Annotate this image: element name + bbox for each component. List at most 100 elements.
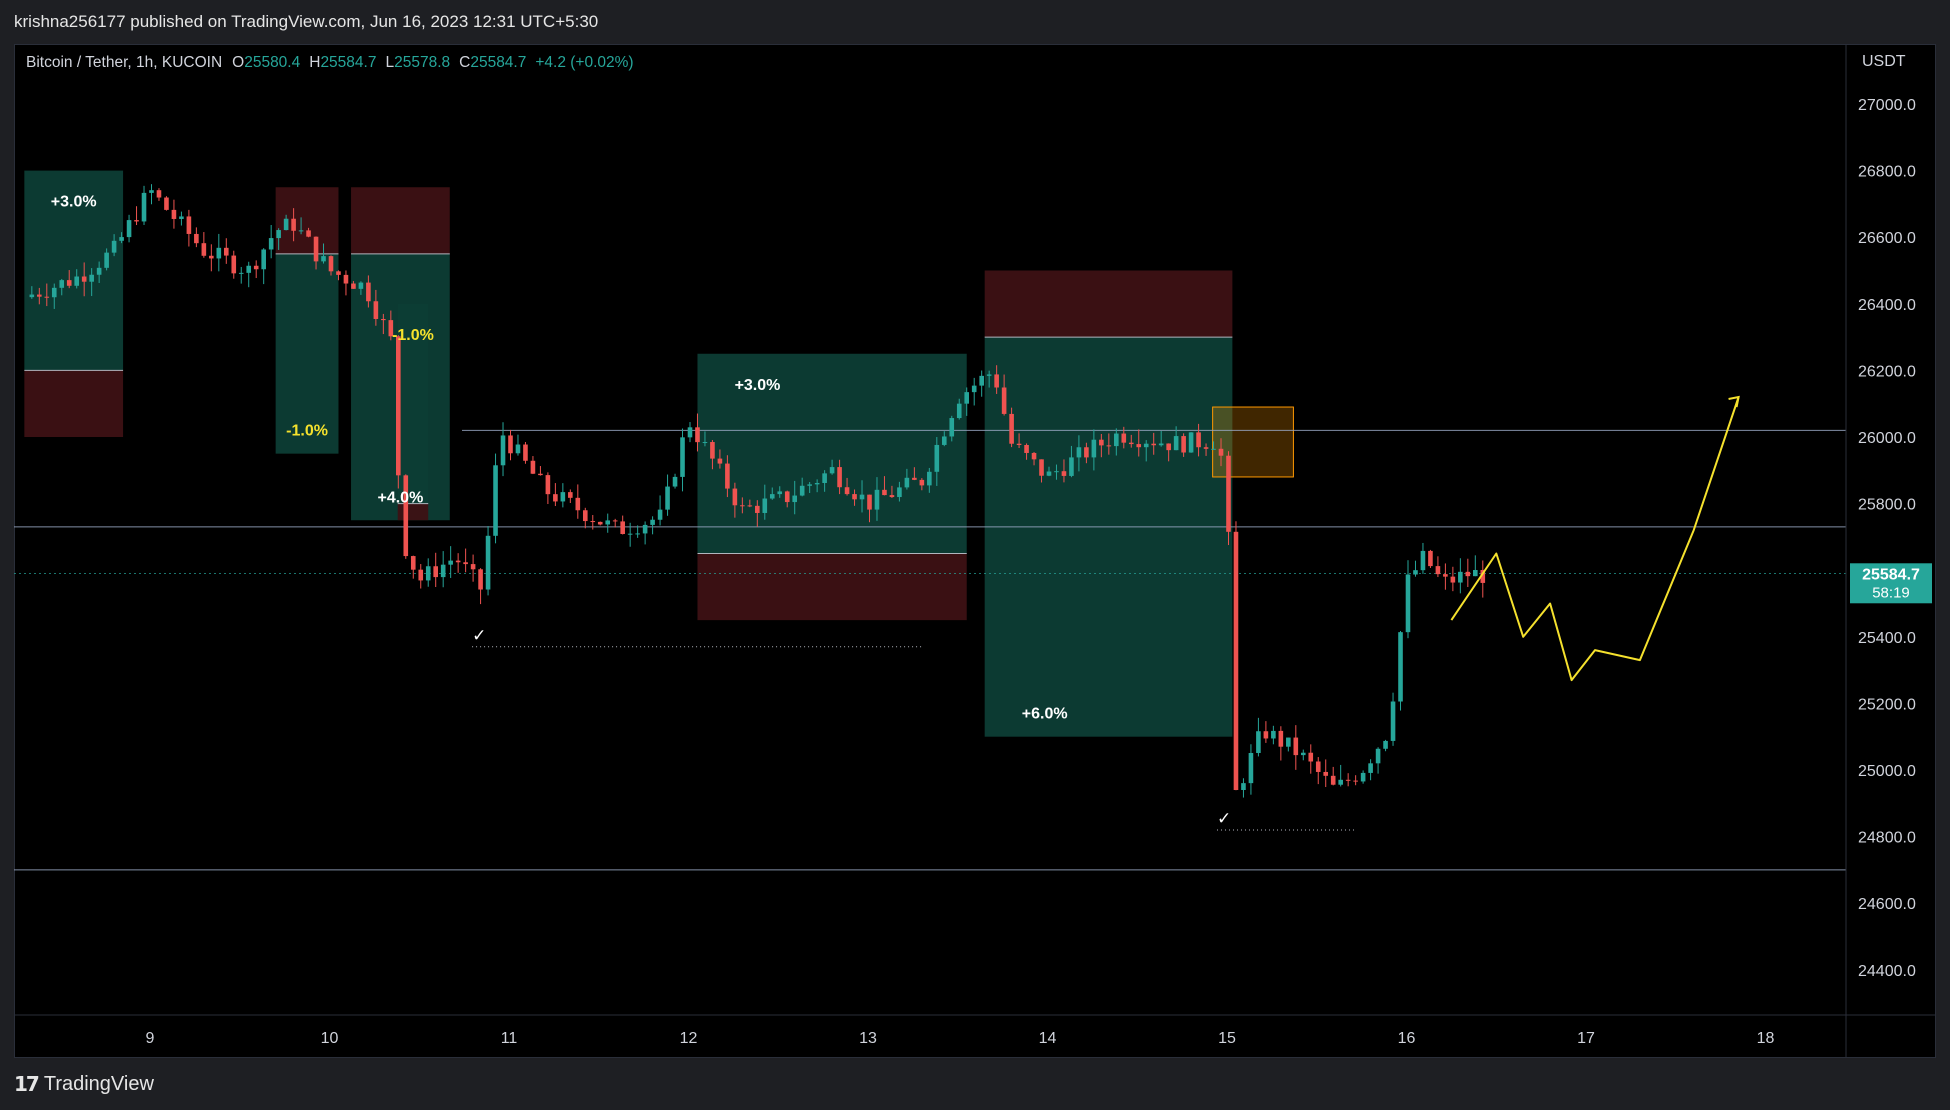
- candle-body: [223, 247, 229, 256]
- candle-body: [986, 374, 992, 376]
- projection-arrowhead: [1728, 395, 1740, 408]
- candle-body: [81, 276, 87, 282]
- candle-body: [964, 392, 970, 404]
- candle-body: [1046, 471, 1052, 476]
- last-price-value: 25584.7: [1862, 566, 1920, 583]
- candle-body: [927, 471, 932, 486]
- candle-body: [1084, 447, 1089, 458]
- legend-low-value: 25578.8: [394, 54, 451, 71]
- candle-body: [366, 282, 371, 302]
- position-zones: [24, 170, 1294, 737]
- candle-body: [912, 477, 917, 480]
- annotations: +3.0% -1.0% +4.0% -1.0% +3.0% +6.0% ✓ ✓: [51, 194, 1740, 831]
- candle-body: [283, 218, 289, 231]
- candle-body: [814, 482, 820, 485]
- candle-body: [575, 497, 581, 511]
- legend-close-label: C: [459, 54, 471, 71]
- candle-body: [941, 436, 947, 445]
- legend-close-value: 25584.7: [470, 54, 527, 71]
- candle-body: [1031, 452, 1037, 460]
- bar-countdown: 58:19: [1872, 584, 1910, 601]
- legend-symbol: Bitcoin / Tether, 1h, KUCOIN: [26, 54, 223, 71]
- candle-body: [635, 533, 640, 535]
- candle-body: [1076, 447, 1082, 458]
- candle-body: [971, 385, 977, 393]
- candle-body: [463, 562, 468, 565]
- candle-body: [777, 491, 783, 495]
- position-pnl-label: +3.0%: [51, 194, 97, 211]
- candle-body: [1001, 387, 1007, 414]
- tradingview-logo-icon: 17: [14, 1072, 40, 1096]
- candle-body: [1151, 443, 1157, 446]
- x-tick-label: 9: [146, 1030, 155, 1047]
- candle-body: [276, 230, 281, 239]
- candle-body: [1143, 443, 1149, 448]
- candle-body: [538, 473, 543, 476]
- candle-body: [837, 467, 842, 488]
- candle-body: [867, 494, 872, 510]
- candle-body: [897, 487, 902, 498]
- candle-body: [672, 476, 678, 487]
- candle-body: [1435, 566, 1441, 575]
- y-tick-label: 27000.0: [1858, 97, 1916, 114]
- candle-body: [336, 271, 341, 275]
- candle-body: [74, 276, 80, 286]
- y-tick-label: 25000.0: [1858, 763, 1916, 780]
- candle-body: [874, 489, 880, 510]
- candle-body: [1315, 761, 1321, 772]
- symbol-legend: Bitcoin / Tether, 1h, KUCOIN O 25580.4 H…: [26, 54, 643, 72]
- candle-body: [1256, 731, 1261, 753]
- candle-body: [1181, 436, 1186, 453]
- tradingview-logo[interactable]: 17 TradingView: [14, 1072, 154, 1096]
- loss-zone: [24, 370, 124, 437]
- candle-body: [216, 247, 222, 259]
- candle-body: [478, 569, 483, 590]
- candles: [29, 184, 1486, 798]
- candle-body: [1211, 448, 1216, 450]
- candle-body: [1226, 455, 1231, 532]
- x-tick-label: 15: [1218, 1030, 1236, 1047]
- position-pnl-label: -1.0%: [392, 327, 434, 344]
- candle-body: [440, 564, 446, 578]
- candle-body: [1136, 444, 1142, 448]
- candle-body: [1323, 771, 1329, 776]
- candle-body: [425, 566, 431, 581]
- candle-body: [89, 274, 94, 282]
- candle-body: [822, 473, 827, 483]
- candle-body: [1158, 443, 1164, 446]
- candle-body: [1263, 731, 1269, 739]
- candle-body: [1375, 748, 1381, 764]
- candle-body: [1248, 752, 1254, 784]
- candle-body: [829, 467, 835, 474]
- candle-body: [1473, 570, 1478, 577]
- profit-zone: [397, 303, 429, 504]
- x-tick-label: 12: [680, 1030, 698, 1047]
- candle-body: [1114, 433, 1119, 447]
- candle-body: [388, 320, 394, 337]
- candle-body: [904, 477, 910, 488]
- candle-body: [665, 486, 670, 510]
- candle-body: [1024, 445, 1029, 453]
- candle-body: [582, 510, 588, 522]
- candle-body: [96, 267, 102, 275]
- candle-body: [1241, 783, 1246, 790]
- candle-body: [381, 318, 386, 321]
- x-tick-label: 13: [859, 1030, 877, 1047]
- candle-body: [747, 505, 753, 507]
- candle-body: [710, 442, 715, 459]
- axes: 27000.0 26800.0 26600.0 26400.0 26200.0 26000…: [14, 44, 1936, 1058]
- x-tick-label: 18: [1757, 1030, 1775, 1047]
- candle-body: [702, 442, 708, 444]
- candle-body: [590, 521, 596, 523]
- candle-body: [209, 255, 214, 259]
- y-tick-label: 26200.0: [1858, 363, 1916, 380]
- candle-body: [373, 301, 379, 319]
- candle-body: [949, 418, 955, 437]
- candle-body: [956, 403, 962, 419]
- position-pnl-label: +4.0%: [377, 489, 423, 506]
- loss-zone: [351, 187, 450, 254]
- candle-body: [351, 283, 356, 289]
- candle-body: [500, 435, 506, 466]
- candle-body: [403, 475, 409, 557]
